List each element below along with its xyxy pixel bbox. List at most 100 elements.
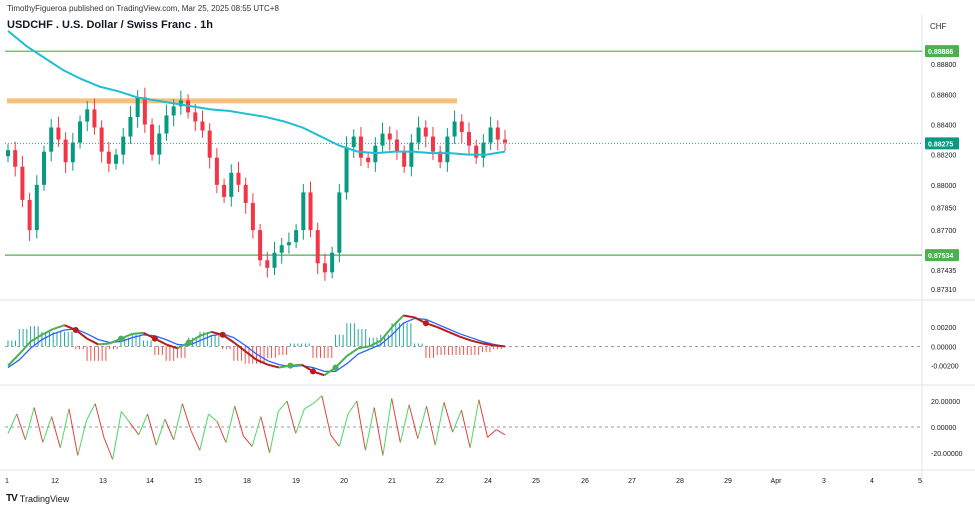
time-tick-label: 19 bbox=[292, 478, 300, 485]
osc-line-segment bbox=[286, 400, 297, 434]
osc-tick-label: 20.00000 bbox=[931, 399, 960, 406]
candle-body bbox=[445, 136, 450, 163]
candle-body bbox=[503, 139, 507, 143]
osc-line-segment bbox=[103, 437, 114, 460]
osc-line-segment bbox=[347, 400, 358, 415]
time-tick-label: 18 bbox=[243, 478, 251, 485]
macd-line-segment bbox=[244, 350, 258, 361]
price-tick-label: 0.88600 bbox=[931, 92, 956, 99]
candle-body bbox=[135, 97, 140, 117]
osc-line-segment bbox=[16, 413, 26, 441]
macd-line-segment bbox=[199, 330, 212, 337]
candle-body bbox=[121, 136, 126, 155]
candle-body bbox=[286, 242, 291, 246]
candle-body bbox=[495, 127, 500, 140]
crossover-dot bbox=[332, 364, 339, 371]
time-tick-label: 12 bbox=[51, 478, 59, 485]
osc-line-segment bbox=[338, 413, 349, 447]
macd-line-segment bbox=[233, 341, 246, 352]
osc-line-segment bbox=[164, 419, 175, 441]
candle-body bbox=[438, 151, 443, 163]
macd-line-segment bbox=[7, 353, 21, 367]
candle-body bbox=[236, 172, 241, 185]
crossover-dot bbox=[185, 339, 192, 346]
osc-line-segment bbox=[225, 406, 236, 443]
crossover-dot bbox=[309, 368, 316, 375]
time-tick-label: 1 bbox=[5, 478, 9, 485]
time-tick-label: 29 bbox=[724, 478, 732, 485]
candle-body bbox=[171, 106, 176, 116]
osc-line-segment bbox=[42, 416, 53, 443]
candle-body bbox=[164, 115, 169, 134]
candle-body bbox=[92, 109, 97, 128]
candle-body bbox=[308, 192, 313, 231]
macd-line-segment bbox=[403, 314, 415, 319]
macd-line-segment bbox=[30, 333, 43, 343]
candle-body bbox=[78, 121, 83, 143]
time-tick-label: Apr bbox=[771, 478, 783, 485]
candle-body bbox=[466, 132, 471, 146]
zone-band bbox=[7, 98, 457, 104]
candle-body bbox=[416, 127, 421, 143]
osc-line-segment bbox=[496, 429, 506, 436]
time-tick-label: 27 bbox=[628, 478, 636, 485]
macd-tick-label: 0.00200 bbox=[931, 325, 956, 332]
osc-line-segment bbox=[7, 413, 18, 434]
osc-line-segment bbox=[382, 398, 393, 456]
brand-label: TradingView bbox=[19, 493, 70, 504]
osc-line-segment bbox=[208, 413, 218, 423]
candle-body bbox=[222, 184, 227, 197]
candle-body bbox=[409, 142, 414, 167]
osc-line-segment bbox=[199, 413, 210, 451]
osc-line-segment bbox=[469, 399, 480, 448]
signal-line bbox=[7, 317, 506, 373]
candle-body bbox=[481, 142, 486, 158]
candle-body bbox=[13, 150, 18, 167]
osc-line-segment bbox=[190, 430, 201, 451]
price-tick-label: 0.88800 bbox=[931, 62, 956, 69]
macd-line-segment bbox=[379, 326, 393, 342]
osc-line-segment bbox=[243, 435, 253, 447]
macd-line-segment bbox=[98, 342, 110, 346]
tradingview-logo-icon[interactable]: TV bbox=[6, 493, 18, 504]
macd-line-segment bbox=[368, 339, 382, 348]
time-tick-label: 28 bbox=[676, 478, 684, 485]
osc-line-segment bbox=[147, 413, 157, 446]
time-tick-label: 4 bbox=[870, 478, 874, 485]
osc-line-segment bbox=[408, 404, 419, 439]
candle-body bbox=[387, 133, 392, 140]
current-price-label-bg bbox=[925, 137, 959, 150]
price-tick-label: 0.87700 bbox=[931, 228, 956, 235]
macd-line-segment bbox=[86, 337, 99, 346]
time-tick-label: 20 bbox=[340, 478, 348, 485]
time-tick-label: 5 bbox=[918, 478, 922, 485]
osc-line-segment bbox=[269, 411, 279, 454]
crossover-dot bbox=[151, 335, 158, 342]
macd-line-segment bbox=[132, 331, 144, 335]
candle-body bbox=[330, 252, 335, 273]
candle-body bbox=[63, 139, 68, 163]
macd-line-segment bbox=[256, 358, 269, 366]
macd-tick-label: -0.00200 bbox=[931, 364, 959, 371]
upper-level-label-bg bbox=[925, 45, 959, 58]
osc-line-segment bbox=[129, 422, 140, 436]
osc-line-segment bbox=[452, 409, 462, 433]
osc-line-segment bbox=[356, 400, 366, 451]
osc-line-segment bbox=[426, 406, 436, 446]
macd-line-segment bbox=[267, 363, 280, 369]
osc-line-segment bbox=[173, 403, 183, 441]
osc-line-segment bbox=[33, 407, 44, 443]
macd-line-segment bbox=[165, 343, 178, 350]
crossover-dot bbox=[287, 362, 294, 369]
osc-tick-label: -20.00000 bbox=[931, 451, 963, 458]
candle-body bbox=[6, 150, 10, 157]
candle-body bbox=[250, 202, 255, 231]
symbol-title[interactable]: USDCHF . U.S. Dollar / Swiss Franc . 1h bbox=[7, 19, 213, 31]
time-tick-label: 15 bbox=[194, 478, 202, 485]
candle-body bbox=[394, 139, 399, 152]
candle-body bbox=[423, 127, 428, 137]
candle-body bbox=[34, 184, 39, 231]
time-tick-label: 25 bbox=[532, 478, 540, 485]
candle-body bbox=[279, 245, 284, 253]
